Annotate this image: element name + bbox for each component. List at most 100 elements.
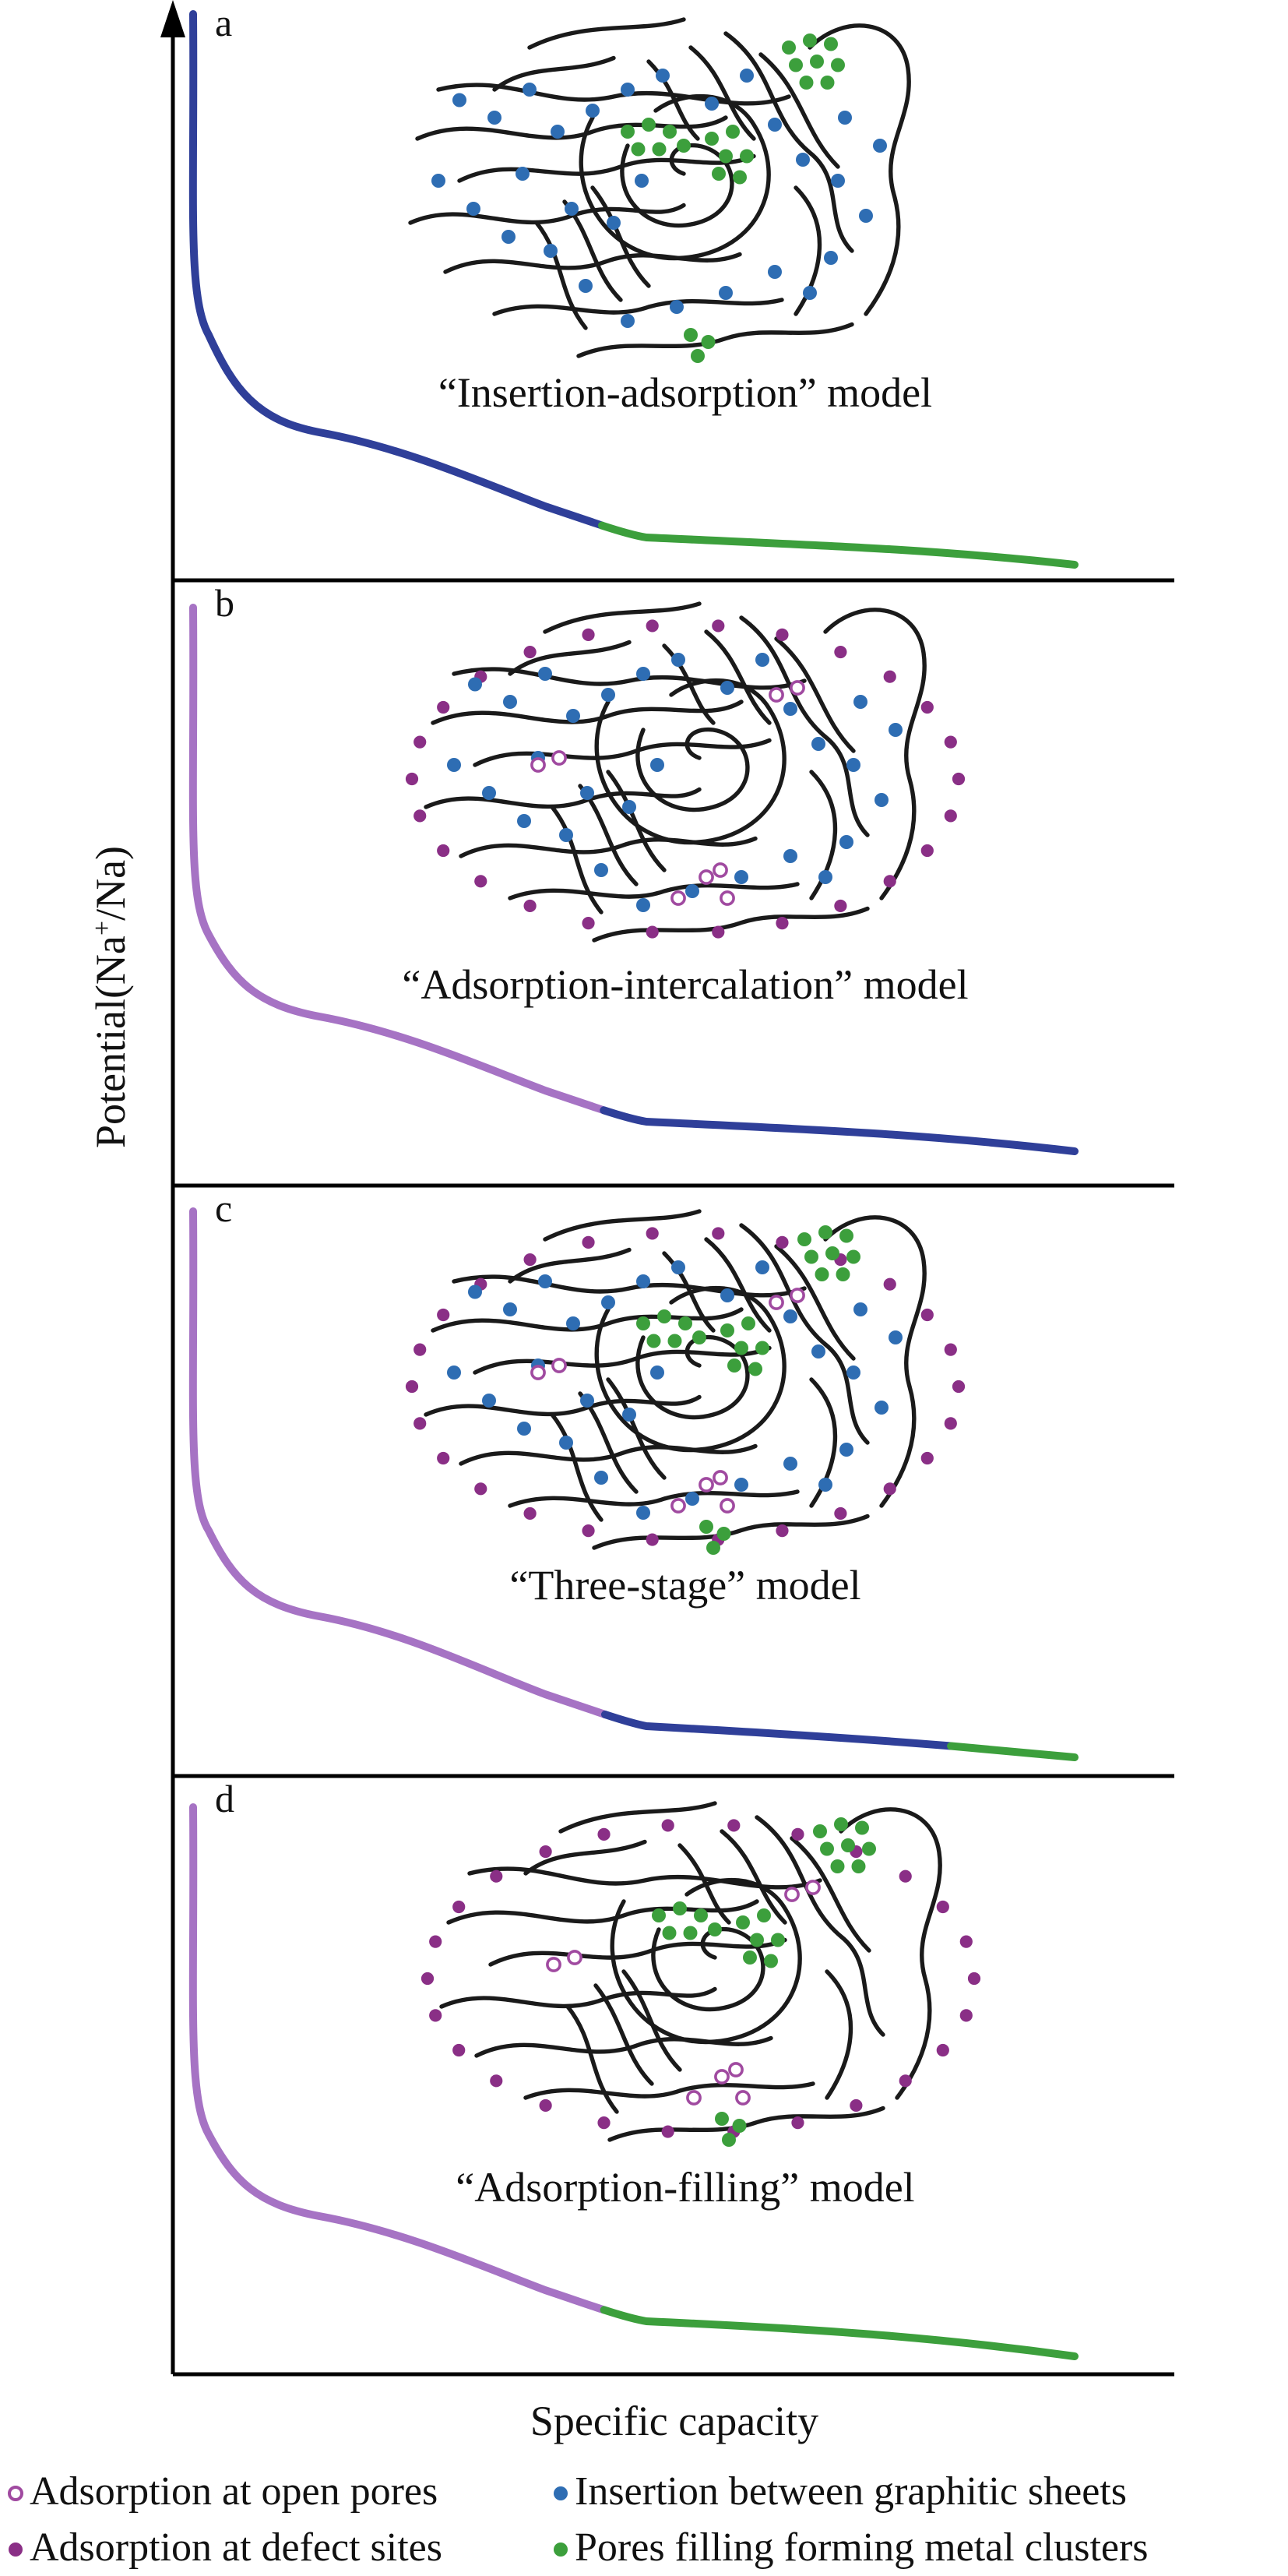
insertion-dot bbox=[503, 695, 517, 709]
insertion-dot bbox=[818, 870, 832, 884]
insertion-dot bbox=[783, 1457, 797, 1471]
insertion-dot bbox=[559, 1436, 573, 1450]
pore-filling-dot bbox=[708, 1922, 722, 1936]
defect-site-dot bbox=[834, 1506, 847, 1521]
defect-site-dot bbox=[582, 917, 595, 930]
insertion-dot bbox=[447, 758, 461, 772]
pore-filling-dot bbox=[667, 1334, 682, 1348]
insertion-dot bbox=[482, 1394, 496, 1408]
insertion-dot bbox=[607, 216, 621, 230]
pore-filling-dot bbox=[657, 1309, 671, 1323]
panel-letter: c bbox=[215, 1186, 232, 1230]
legend-item: Insertion between graphitic sheets bbox=[554, 2469, 1127, 2514]
pore-filling-dot bbox=[719, 149, 733, 164]
insertion-dot bbox=[853, 695, 867, 709]
pore-filling-dot bbox=[813, 1824, 827, 1838]
insertion-dot bbox=[853, 1302, 867, 1316]
insertion-dot bbox=[622, 1408, 636, 1422]
pore-filling-dot bbox=[699, 1520, 713, 1534]
defect-site-dot bbox=[959, 2009, 973, 2022]
pore-filling-dot bbox=[726, 125, 740, 139]
defect-site-dot bbox=[936, 1900, 949, 1914]
pore-filling-dot bbox=[740, 149, 754, 164]
open-pore-ring bbox=[530, 1365, 546, 1380]
open-pore-ring bbox=[728, 2062, 744, 2077]
insertion-dot bbox=[720, 681, 734, 695]
insertion-dot bbox=[740, 68, 754, 83]
open-pore-ring bbox=[769, 1295, 784, 1310]
pore-filling-dot bbox=[727, 1358, 741, 1373]
defect-site-dot bbox=[523, 899, 537, 913]
pore-filling-dot bbox=[789, 58, 803, 72]
defect-site-dot bbox=[597, 2116, 611, 2130]
insertion-dot bbox=[685, 1492, 699, 1506]
pore-filling-dot bbox=[636, 1316, 650, 1330]
legend-label: Insertion between graphitic sheets bbox=[575, 2469, 1127, 2514]
open-pore-ring bbox=[699, 869, 714, 885]
insertion-dot bbox=[831, 174, 845, 188]
insertion-dot bbox=[566, 709, 580, 723]
pore-filling-dot bbox=[646, 1334, 661, 1348]
y-axis-title: Potential(Na+/Na) bbox=[87, 846, 134, 1148]
pore-filling-dot bbox=[820, 1841, 834, 1856]
insertion-dot bbox=[538, 1274, 552, 1288]
pore-filling-dot bbox=[662, 1926, 677, 1940]
open-pore-ring bbox=[567, 1950, 582, 1965]
legend-dot-icon bbox=[9, 2543, 23, 2557]
defect-site-dot bbox=[883, 670, 896, 683]
model-label: “Three-stage” model bbox=[509, 1562, 860, 1609]
pore-filling-dot bbox=[677, 139, 691, 153]
insertion-dot bbox=[671, 653, 685, 667]
insertion-dot bbox=[838, 111, 852, 125]
defect-site-dot bbox=[944, 735, 957, 749]
carbon-particle bbox=[410, 19, 909, 363]
curve-segment-insertion bbox=[188, 1207, 1079, 1761]
defect-site-dot bbox=[582, 628, 595, 641]
pore-filling-dot bbox=[732, 2119, 747, 2133]
pore-filling-dot bbox=[830, 1859, 845, 1873]
defect-site-dot bbox=[429, 1935, 442, 1948]
pore-filling-dot bbox=[712, 167, 726, 181]
insertion-dot bbox=[586, 104, 600, 118]
insertion-dot bbox=[719, 286, 733, 300]
defect-site-dot bbox=[776, 917, 789, 930]
open-pore-ring bbox=[530, 757, 546, 773]
defect-site-dot bbox=[959, 1935, 973, 1948]
legend-dot-icon bbox=[554, 2486, 568, 2500]
insertion-dot bbox=[523, 82, 537, 97]
legend-label: Adsorption at defect sites bbox=[30, 2525, 442, 2570]
insertion-dot bbox=[636, 898, 650, 912]
insertion-dot bbox=[636, 1274, 650, 1288]
pore-filling-dot bbox=[855, 1820, 869, 1835]
insertion-dot bbox=[431, 174, 445, 188]
defect-site-dot bbox=[405, 1380, 419, 1394]
defect-site-dot bbox=[883, 1482, 896, 1496]
insertion-dot bbox=[650, 1366, 664, 1380]
legend-label: Adsorption at open pores bbox=[30, 2469, 438, 2514]
defect-site-dot bbox=[582, 1524, 595, 1538]
pore-filling-dot bbox=[799, 75, 814, 90]
curve-segment-adsorption bbox=[188, 604, 1079, 1155]
open-pore-ring bbox=[670, 1498, 686, 1514]
defect-site-dot bbox=[437, 844, 450, 858]
open-pore-ring bbox=[769, 687, 784, 703]
panel-d: d “Adsorption-filling” model bbox=[173, 1774, 1174, 2377]
pore-filling-dot bbox=[642, 118, 656, 132]
insertion-dot bbox=[447, 1366, 461, 1380]
insertion-dot bbox=[846, 1366, 860, 1380]
pore-filling-dot bbox=[782, 40, 796, 55]
insertion-dot bbox=[783, 702, 797, 716]
defect-site-dot bbox=[437, 1308, 450, 1322]
carbon-particle bbox=[405, 604, 966, 940]
pore-filling-dot bbox=[771, 1933, 785, 1947]
defect-site-dot bbox=[646, 1227, 659, 1240]
insertion-dot bbox=[601, 1295, 615, 1309]
defect-site-dot bbox=[437, 1451, 450, 1465]
defect-site-dot bbox=[646, 1533, 659, 1546]
defect-site-dot bbox=[597, 1827, 611, 1841]
panel-a: a “Insertion-adsorption” model bbox=[188, 1, 1079, 569]
defect-site-dot bbox=[776, 1235, 789, 1249]
insertion-dot bbox=[685, 884, 699, 898]
legend-item: Pores filling forming metal clusters bbox=[554, 2525, 1149, 2570]
insertion-dot bbox=[580, 1394, 594, 1408]
